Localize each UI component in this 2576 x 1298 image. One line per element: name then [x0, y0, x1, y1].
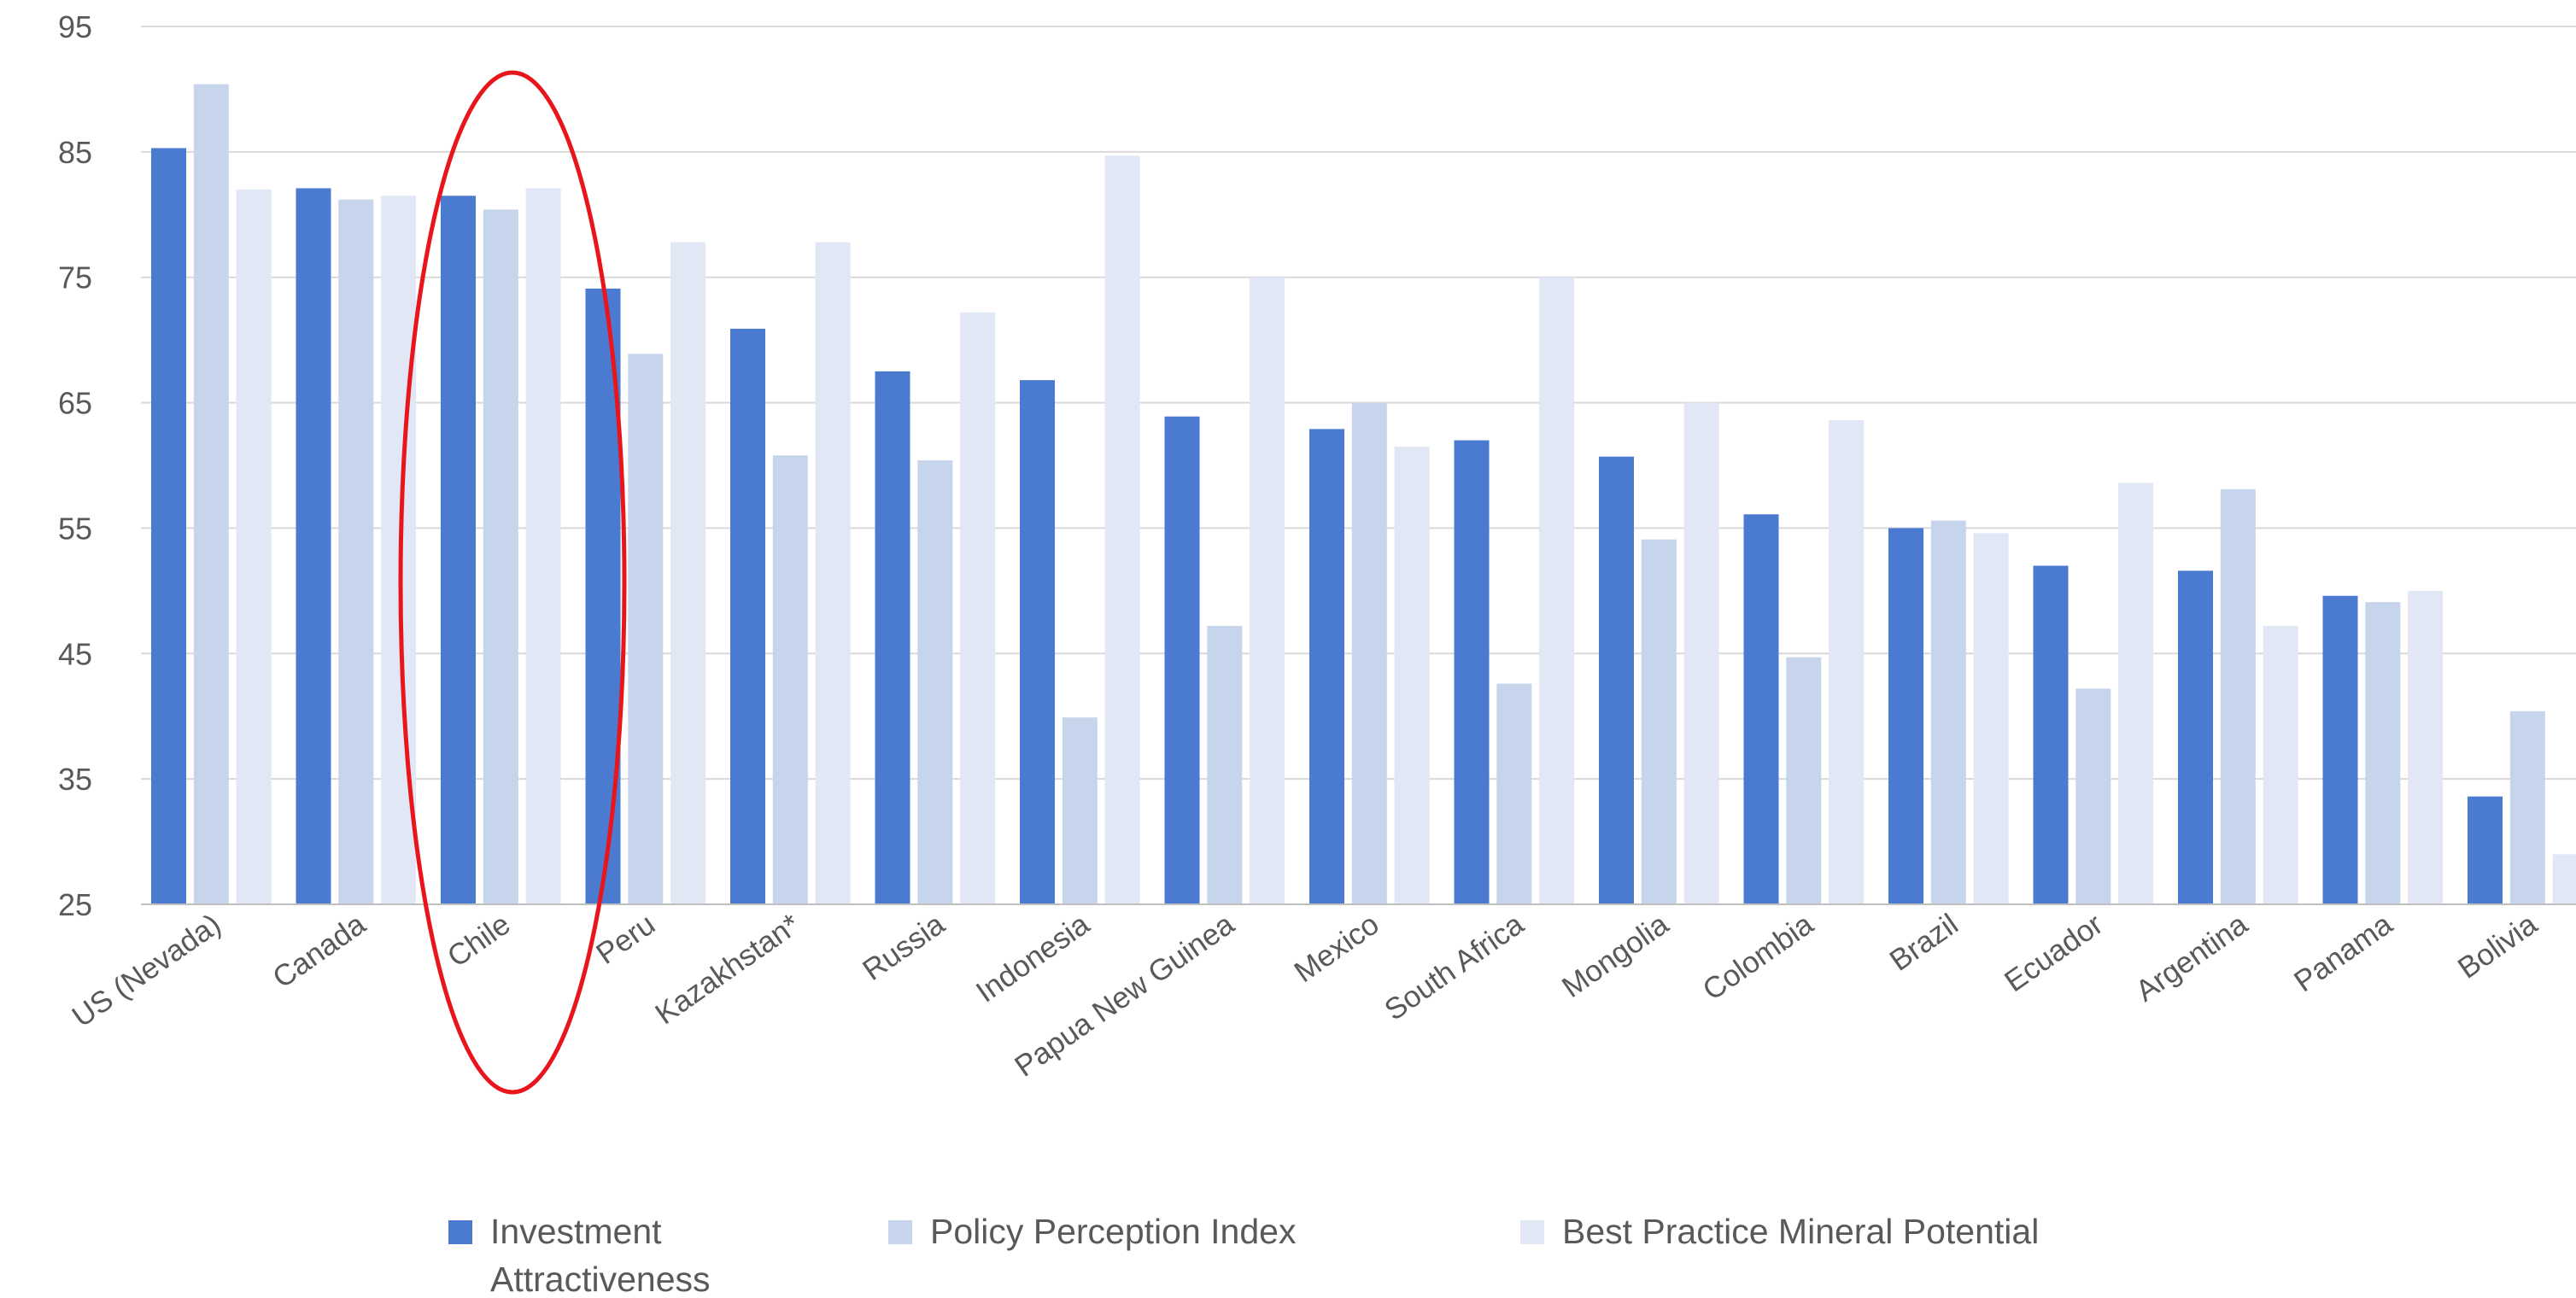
bar-investment	[2033, 565, 2069, 904]
legend-label: Policy Perception Index	[930, 1212, 1297, 1251]
legend-swatch	[448, 1220, 472, 1244]
bar-mineral	[1973, 533, 2009, 904]
bar-policy	[1207, 625, 1243, 904]
x-tick-label: Peru	[590, 908, 661, 971]
bar-policy	[1351, 402, 1387, 905]
legend-label: Best Practice Mineral Potential	[1562, 1212, 2039, 1251]
y-tick-label: 55	[58, 511, 92, 546]
x-tick-label: US (Nevada)	[67, 908, 227, 1034]
bar-policy	[1930, 520, 1966, 904]
bar-policy	[1062, 717, 1098, 904]
bar-investment	[2468, 796, 2503, 904]
bar-mineral	[1104, 155, 1140, 904]
annotations	[398, 70, 627, 1095]
bar-investment	[151, 148, 186, 905]
bar-mineral	[670, 242, 706, 904]
legend-item-mineral[interactable]: Best Practice Mineral Potential	[1520, 1212, 2039, 1251]
bar-investment	[1454, 440, 1490, 904]
bar-mineral	[1683, 402, 1719, 905]
bar-investment	[1888, 528, 1923, 904]
y-tick-label: 25	[58, 887, 92, 922]
bar-mineral	[2263, 625, 2298, 904]
legend-label-line: Attractiveness	[490, 1260, 711, 1294]
bar-policy	[772, 455, 808, 904]
bar-mineral	[525, 188, 561, 905]
bar-mineral	[2552, 854, 2576, 904]
x-tick-label: Russia	[857, 907, 951, 987]
x-tick-label: Ecuador	[1999, 907, 2109, 998]
x-tick-label: Mongolia	[1556, 907, 1675, 1004]
x-tick-label: Argentina	[2129, 907, 2254, 1008]
bar-policy	[193, 84, 229, 905]
x-tick-label: Indonesia	[970, 907, 1096, 1009]
bar-policy	[1786, 657, 1822, 904]
bar-policy	[2509, 710, 2545, 904]
legend-item-investment[interactable]: Investment Attractiveness	[448, 1212, 711, 1298]
bar-investment	[2178, 570, 2213, 904]
x-tick-label: Chile	[442, 908, 517, 974]
legend-label-line: Policy Perception Index	[930, 1212, 1297, 1251]
bar-mineral	[1394, 446, 1430, 904]
bar-investment	[730, 328, 765, 904]
y-tick-label: 95	[58, 9, 92, 44]
x-tick-label: Brazil	[1884, 908, 1964, 978]
bar-policy	[1641, 539, 1677, 904]
y-tick-label: 35	[58, 762, 92, 797]
bar-policy	[917, 460, 953, 904]
y-tick-label: 65	[58, 386, 92, 421]
bar-investment	[875, 371, 910, 904]
x-tick-label: Canada	[266, 907, 372, 995]
legend-swatch	[888, 1220, 912, 1244]
y-axis-ticks: 25 35 45 55 65 75 85 95	[58, 9, 92, 922]
bar-mineral	[2118, 482, 2154, 904]
x-tick-label: South Africa	[1379, 907, 1530, 1027]
bar-policy	[2365, 602, 2401, 904]
bar-investment	[1164, 416, 1200, 904]
x-tick-label: Kazakhstan*	[649, 907, 806, 1031]
bar-investment	[1599, 456, 1634, 904]
y-tick-label: 85	[58, 135, 92, 170]
bar-investment	[296, 188, 331, 905]
bar-policy	[628, 354, 664, 905]
bar-investment	[441, 196, 476, 904]
x-tick-label: Panama	[2288, 907, 2399, 998]
legend-label-line: Best Practice Mineral Potential	[1562, 1212, 2039, 1251]
bar-investment	[1309, 429, 1344, 904]
bar-investment	[2322, 595, 2358, 904]
bar-mineral	[2408, 590, 2444, 904]
bar-mineral	[1539, 277, 1575, 904]
bar-mineral	[236, 189, 272, 904]
x-tick-label: Mexico	[1288, 908, 1385, 990]
bar-mineral	[815, 242, 851, 904]
legend-label-line: Investment	[490, 1212, 662, 1251]
bar-policy	[483, 209, 518, 904]
bar-mineral	[1829, 420, 1865, 904]
bar-policy	[1496, 683, 1532, 904]
x-tick-label: Bolivia	[2452, 907, 2544, 985]
bar-policy	[2220, 488, 2256, 904]
legend-swatch	[1520, 1220, 1544, 1244]
legend-item-policy[interactable]: Policy Perception Index	[888, 1212, 1297, 1251]
x-tick-label: Colombia	[1697, 907, 1820, 1007]
y-tick-label: 45	[58, 636, 92, 671]
bar-investment	[1020, 380, 1055, 904]
highlight-ellipse	[398, 70, 627, 1095]
bar-mineral	[960, 312, 996, 904]
y-tick-label: 75	[58, 260, 92, 295]
bar-policy	[2075, 688, 2111, 904]
bar-policy	[338, 199, 374, 905]
bars	[151, 84, 2576, 905]
legend[interactable]: Investment Attractiveness Policy Perceptio…	[448, 1212, 2039, 1298]
bar-investment	[1743, 514, 1779, 904]
legend-label: Investment Attractiveness	[490, 1212, 711, 1294]
bar-mineral	[1250, 277, 1285, 904]
